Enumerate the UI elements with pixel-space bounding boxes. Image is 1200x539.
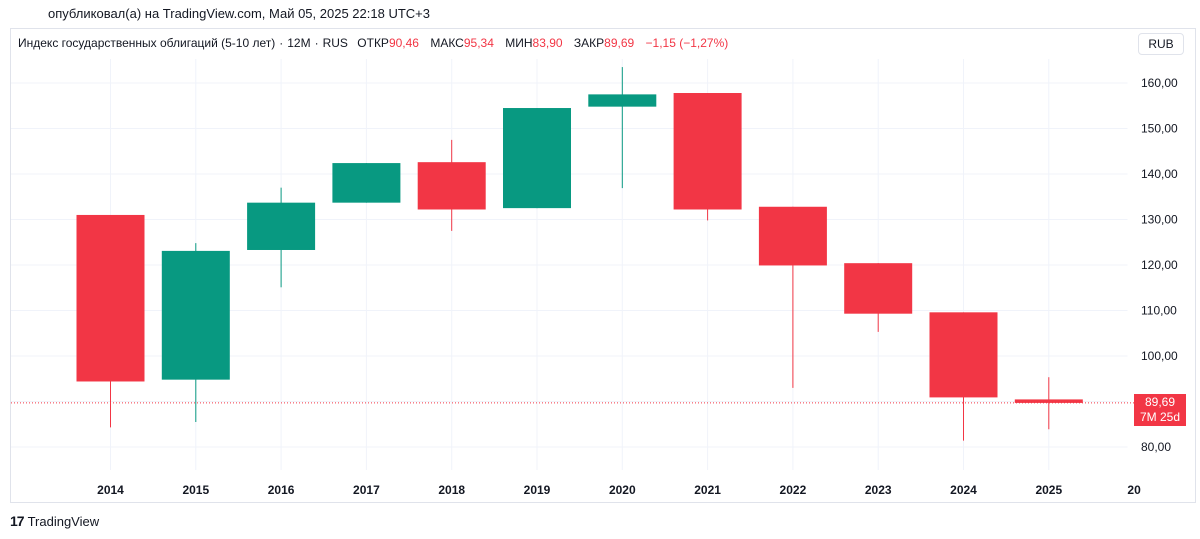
ohlc-legend: Индекс государственных облигаций (5-10 л…: [18, 36, 729, 50]
price-tick-label: 110,00: [1141, 304, 1177, 318]
time-tick-label: 2016: [268, 483, 295, 497]
price-tick-label: 120,00: [1141, 258, 1178, 272]
interval-label[interactable]: 12M: [287, 36, 311, 50]
candle-body-2024: [929, 312, 998, 398]
candle-body-2014: [76, 214, 145, 382]
time-tick-label: 2017: [353, 483, 380, 497]
published-caption: опубликовал(а) на TradingView.com, Май 0…: [48, 6, 430, 21]
time-tick-label: 2025: [1035, 483, 1062, 497]
candle-body-2017: [332, 163, 401, 203]
price-tick-label: 130,00: [1141, 213, 1178, 227]
time-tick-label: 2022: [780, 483, 807, 497]
change-value: −1,15 (−1,27%): [645, 36, 729, 50]
currency-button[interactable]: RUB: [1138, 33, 1184, 55]
time-tick-label: 2024: [950, 483, 977, 497]
high-label: МАКС: [430, 36, 464, 50]
time-tick-label: 20: [1127, 483, 1141, 497]
tradingview-logo-icon: 17: [10, 513, 25, 529]
candle-body-2025: [1014, 399, 1083, 403]
price-tick-label: 150,00: [1141, 122, 1178, 136]
low-value: 83,90: [532, 36, 563, 50]
time-tick-label: 2014: [97, 483, 124, 497]
price-axis: 80,00 100,00 110,00 120,00 130,00 140,00 150,0…: [1141, 76, 1178, 454]
price-tick-label: 140,00: [1141, 167, 1178, 181]
high-value: 95,34: [463, 36, 494, 50]
candle-body-2022: [758, 206, 827, 266]
open-label: ОТКР: [357, 36, 389, 50]
candle-body-2020: [588, 94, 657, 107]
symbol-name[interactable]: Индекс государственных облигаций (5-10 л…: [18, 36, 276, 50]
last-price-tag: 89,69 7M 25d: [1134, 394, 1186, 426]
time-tick-label: 2020: [609, 483, 636, 497]
bar-countdown: 7M 25d: [1139, 410, 1181, 424]
time-tick-label: 2023: [865, 483, 892, 497]
close-value: 89,69: [604, 36, 635, 50]
candle-body-2016: [247, 202, 316, 250]
candle-body-2018: [417, 162, 486, 210]
last-price-value: 89,69: [1144, 395, 1176, 409]
time-tick-label: 2018: [438, 483, 465, 497]
price-tick-label: 100,00: [1141, 349, 1178, 363]
candle-body-2015: [161, 250, 230, 380]
grid-lines: [11, 29, 1129, 470]
time-tick-label: 2021: [694, 483, 721, 497]
time-tick-label: 2015: [182, 483, 209, 497]
chart-frame[interactable]: [10, 28, 1196, 503]
time-tick-label: 2019: [524, 483, 551, 497]
close-label: ЗАКР: [573, 36, 605, 50]
candle-body-2021: [673, 93, 742, 210]
exchange-label: RUS: [322, 36, 348, 50]
brand-name: TradingView: [27, 513, 100, 529]
open-value: 90,46: [388, 36, 419, 50]
candle-body-2019: [503, 108, 571, 209]
candle-body-2023: [844, 263, 913, 314]
low-label: МИН: [505, 36, 533, 50]
candles: [76, 67, 1083, 441]
footer-brand[interactable]: 17 TradingView: [10, 513, 99, 529]
time-axis: 2014 2015 2016 2017 2018 2019 2020 2021 2022 2023…: [97, 483, 1141, 497]
price-tick-label: 80,00: [1141, 440, 1171, 454]
price-tick-label: 160,00: [1141, 76, 1178, 90]
